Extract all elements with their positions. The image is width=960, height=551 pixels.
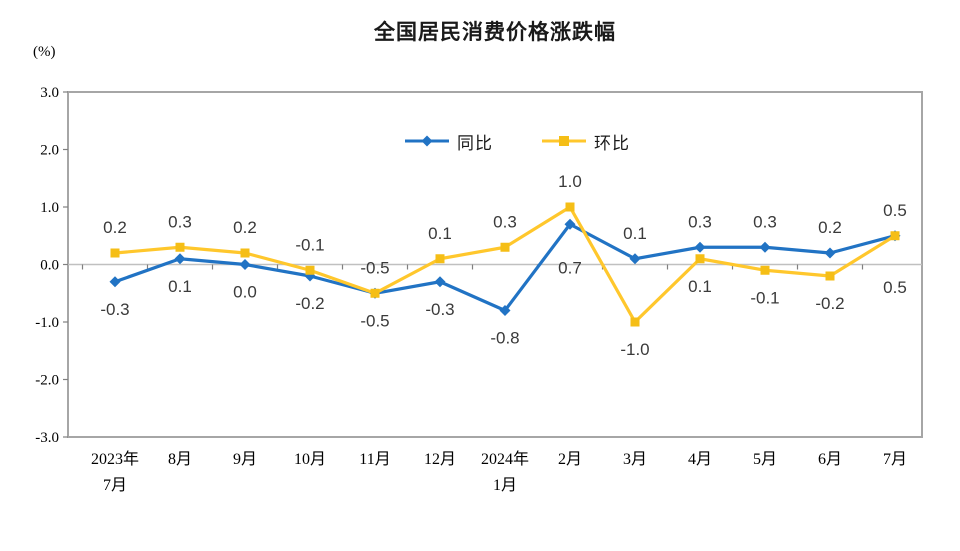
- yoy-marker: [564, 218, 576, 230]
- mom-marker: [630, 317, 640, 327]
- legend: 同比 环比: [90, 128, 944, 154]
- data-label: 0.3: [753, 212, 777, 231]
- x-axis-label: 2023年 7月: [91, 450, 139, 494]
- x-axis-label: 12月: [424, 451, 456, 468]
- mom-marker: [890, 231, 900, 241]
- mom-marker: [825, 271, 835, 281]
- data-label: 0.1: [168, 277, 192, 296]
- mom-marker: [435, 254, 445, 264]
- yoy-marker: [759, 241, 771, 253]
- legend-item-mom: 环比: [541, 129, 630, 154]
- data-label: 0.1: [428, 224, 452, 243]
- y-axis-unit-label: (%): [33, 44, 56, 60]
- y-axis-tick-label: 0.0: [40, 258, 59, 274]
- yoy-marker: [629, 253, 641, 265]
- yoy-marker: [109, 276, 121, 288]
- data-label: -0.5: [360, 258, 389, 277]
- x-axis-label: 3月: [623, 451, 647, 468]
- data-label: 0.5: [883, 201, 907, 220]
- mom-marker: [370, 288, 380, 298]
- yoy-marker: [239, 259, 251, 270]
- data-label: 0.0: [233, 283, 257, 302]
- chart-title: 全国居民消费价格涨跌幅: [374, 21, 616, 44]
- y-axis-tick-label: 1.0: [40, 200, 59, 216]
- data-label: -0.8: [490, 329, 519, 348]
- mom-marker: [240, 248, 250, 258]
- data-label: -0.3: [100, 300, 129, 319]
- x-axis-label: 2月: [558, 451, 582, 468]
- y-axis-tick-label: -1.0: [35, 315, 59, 331]
- mom-marker: [565, 202, 575, 212]
- yoy-marker: [694, 241, 706, 253]
- y-axis-tick-label: -3.0: [35, 430, 59, 446]
- mom-marker: [175, 242, 185, 252]
- data-label: -0.1: [295, 235, 324, 254]
- y-axis-tick-label: 2.0: [40, 143, 59, 159]
- yoy-marker: [824, 247, 836, 259]
- data-label: -0.2: [815, 294, 844, 313]
- data-label: 1.0: [558, 172, 582, 191]
- x-axis-label: 9月: [233, 451, 257, 468]
- data-label: 0.2: [818, 218, 842, 237]
- data-label: 0.3: [168, 212, 192, 231]
- x-axis-label: 8月: [168, 451, 192, 468]
- data-label: 0.3: [493, 212, 517, 231]
- y-axis-tick-label: -2.0: [35, 373, 59, 389]
- mom-marker: [760, 265, 770, 275]
- data-label: 0.3: [688, 212, 712, 231]
- x-axis-label: 11月: [359, 451, 390, 468]
- data-label: 0.1: [623, 224, 647, 243]
- data-label: 0.5: [883, 278, 907, 297]
- x-axis-label: 5月: [753, 451, 777, 468]
- data-label: 0.7: [558, 258, 582, 277]
- mom-marker: [305, 265, 315, 275]
- yoy-marker: [434, 276, 446, 288]
- data-label: -0.5: [360, 311, 389, 330]
- legend-item-yoy: 同比: [404, 129, 493, 154]
- yoy-line-diamond-icon: [405, 135, 449, 147]
- data-label: 0.2: [103, 218, 127, 237]
- mom-marker: [695, 254, 705, 264]
- mom-marker: [110, 248, 120, 258]
- x-axis-label: 6月: [818, 451, 842, 468]
- x-axis-label: 10月: [294, 451, 326, 468]
- mom-marker: [500, 242, 510, 252]
- data-label: -0.2: [295, 294, 324, 313]
- x-axis-label: 2024年 1月: [481, 450, 529, 494]
- yoy-marker: [174, 253, 186, 265]
- legend-label-mom: 环比: [594, 133, 630, 153]
- data-label: -0.1: [750, 288, 779, 307]
- y-axis-tick-label: 3.0: [40, 85, 59, 101]
- x-axis-label: 4月: [688, 451, 712, 468]
- yoy-marker: [499, 305, 511, 316]
- x-axis-label: 7月: [883, 451, 907, 468]
- mom-line-square-icon: [542, 136, 586, 146]
- legend-label-yoy: 同比: [457, 133, 493, 153]
- data-label: 0.2: [233, 218, 257, 237]
- data-label: -1.0: [620, 340, 649, 359]
- data-label: 0.1: [688, 277, 712, 296]
- data-label: -0.3: [425, 300, 454, 319]
